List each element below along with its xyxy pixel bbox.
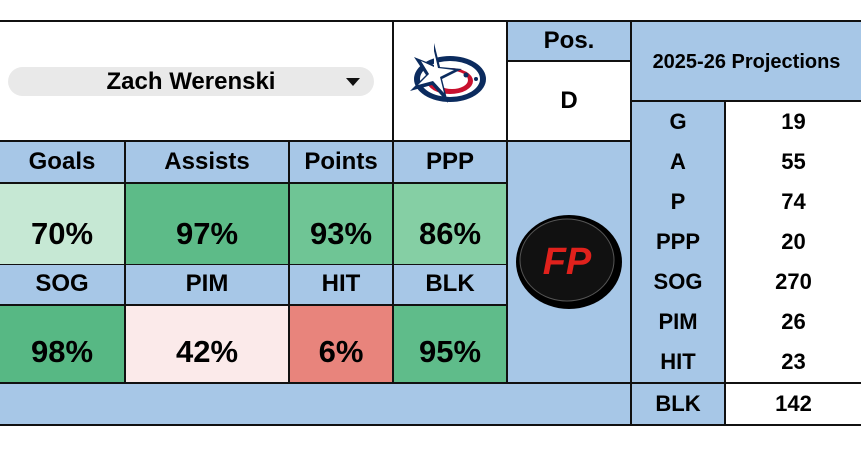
blk-percentile: 95% (394, 306, 506, 382)
proj-label-sog: SOG (632, 262, 724, 302)
assists-percentile: 97% (126, 184, 288, 264)
proj-label-pim: PIM (632, 302, 724, 342)
assists-header: Assists (126, 142, 288, 182)
brand-panel: FP (508, 142, 630, 382)
grid-line (0, 264, 508, 265)
grid-line (0, 182, 508, 184)
fp-puck-logo: FP (516, 215, 622, 309)
proj-value-sog: 270 (726, 262, 861, 302)
proj-value-blk: 142 (726, 384, 861, 424)
grid-line (392, 20, 394, 142)
ppp-header: PPP (394, 142, 506, 182)
proj-value-a: 55 (726, 142, 861, 182)
proj-value-g: 19 (726, 102, 861, 142)
grid-line (288, 140, 290, 384)
fp-logo-text: FP (543, 241, 592, 283)
goals-header: Goals (0, 142, 124, 182)
grid-line (630, 20, 632, 426)
blue-jackets-logo-icon (410, 43, 486, 103)
hit-header: HIT (290, 264, 392, 304)
proj-label-p: P (632, 182, 724, 222)
grid-line (0, 424, 861, 426)
grid-line (0, 20, 861, 22)
proj-label-hit: HIT (632, 342, 724, 382)
grid-line (508, 60, 632, 62)
proj-label-g: G (632, 102, 724, 142)
proj-label-blk: BLK (632, 384, 724, 424)
proj-value-p: 74 (726, 182, 861, 222)
ppp-percentile: 86% (394, 184, 506, 264)
position-header: Pos. (508, 22, 630, 60)
proj-label-ppp: PPP (632, 222, 724, 262)
team-logo (402, 37, 492, 127)
grid-line (724, 100, 726, 426)
grid-line (506, 20, 508, 384)
proj-value-hit: 23 (726, 342, 861, 382)
sog-percentile: 98% (0, 306, 124, 382)
grid-line (632, 100, 861, 102)
proj-value-ppp: 20 (726, 222, 861, 262)
chevron-down-icon[interactable] (346, 78, 360, 86)
grid-line (0, 140, 632, 142)
grid-line (0, 304, 508, 306)
goals-percentile: 70% (0, 184, 124, 264)
position-value: D (508, 62, 630, 140)
sog-header: SOG (0, 264, 124, 304)
pim-percentile: 42% (126, 306, 288, 382)
pim-header: PIM (126, 264, 288, 304)
player-name: Zach Werenski (106, 67, 276, 95)
hit-percentile: 6% (290, 306, 392, 382)
points-header: Points (290, 142, 392, 182)
points-percentile: 93% (290, 184, 392, 264)
proj-value-pim: 26 (726, 302, 861, 342)
grid-line (124, 140, 126, 384)
projections-title: 2025-26 Projections (632, 22, 861, 102)
blk-header: BLK (394, 264, 506, 304)
grid-line (0, 382, 861, 384)
player-select[interactable]: Zach Werenski (8, 67, 374, 96)
proj-label-a: A (632, 142, 724, 182)
grid-line (392, 140, 394, 384)
footer-band (0, 384, 630, 424)
